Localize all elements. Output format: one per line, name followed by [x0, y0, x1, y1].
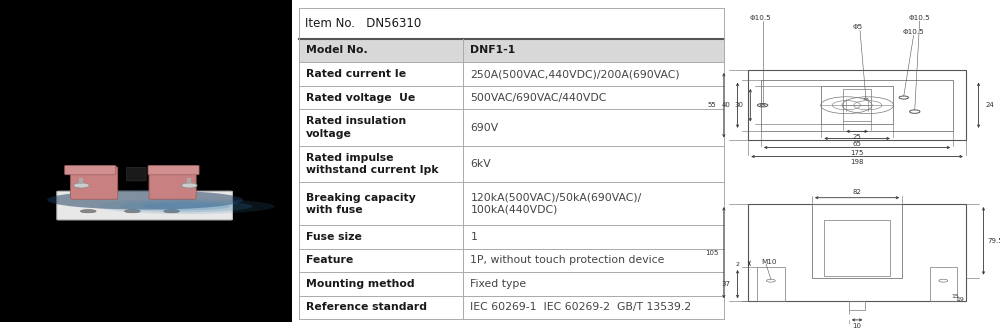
Bar	[187, 178, 191, 184]
Text: 24: 24	[986, 102, 995, 108]
Text: 1: 1	[470, 232, 477, 242]
Text: Mounting method: Mounting method	[306, 279, 415, 289]
Text: Rated impulse
withstand current Ipk: Rated impulse withstand current Ipk	[306, 153, 438, 175]
Text: 79.5: 79.5	[987, 238, 1000, 244]
Text: 6kV: 6kV	[470, 159, 491, 169]
Text: Feature: Feature	[306, 255, 353, 265]
Text: Fixed type: Fixed type	[470, 279, 527, 289]
Bar	[843, 89, 871, 121]
Ellipse shape	[47, 190, 243, 210]
Text: DNF1-1: DNF1-1	[470, 46, 516, 55]
Ellipse shape	[80, 210, 96, 213]
Text: 2: 2	[736, 262, 740, 267]
Text: Φ10.5: Φ10.5	[903, 29, 924, 35]
Text: 82: 82	[853, 189, 862, 195]
Text: IEC 60269-1  IEC 60269-2  GB/T 13539.2: IEC 60269-1 IEC 60269-2 GB/T 13539.2	[470, 302, 692, 313]
Bar	[824, 220, 890, 276]
Text: 40: 40	[721, 102, 730, 108]
FancyBboxPatch shape	[57, 191, 232, 220]
Text: Model No.: Model No.	[306, 46, 368, 55]
Circle shape	[181, 183, 197, 188]
Text: 15: 15	[951, 294, 959, 299]
Bar	[821, 86, 893, 124]
Ellipse shape	[142, 202, 230, 210]
Ellipse shape	[98, 199, 275, 214]
Text: 690V: 690V	[470, 123, 499, 133]
FancyBboxPatch shape	[127, 167, 146, 181]
Ellipse shape	[125, 210, 140, 213]
Text: M10: M10	[761, 259, 777, 265]
Text: 1P, without touch protection device: 1P, without touch protection device	[470, 255, 665, 265]
Bar	[812, 204, 902, 277]
Text: Rated insulation
voltage: Rated insulation voltage	[306, 116, 406, 139]
Text: 105: 105	[705, 250, 719, 256]
Bar	[930, 267, 957, 301]
Ellipse shape	[164, 210, 179, 213]
Text: 10: 10	[853, 323, 862, 328]
Text: 37: 37	[721, 281, 730, 287]
Text: 198: 198	[850, 159, 864, 165]
FancyBboxPatch shape	[148, 165, 199, 175]
Text: 250A(500VAC,440VDC)/200A(690VAC): 250A(500VAC,440VDC)/200A(690VAC)	[470, 69, 680, 79]
Bar	[757, 267, 785, 301]
Bar	[299, 39, 724, 62]
Text: Reference standard: Reference standard	[306, 302, 427, 313]
Text: 120kA(500VAC)/50kA(690VAC)/
100kA(440VDC): 120kA(500VAC)/50kA(690VAC)/ 100kA(440VDC…	[470, 193, 642, 215]
Text: 19: 19	[956, 297, 964, 302]
Text: 30: 30	[734, 102, 743, 108]
Circle shape	[74, 183, 89, 188]
Text: Fuse size: Fuse size	[306, 232, 362, 242]
FancyBboxPatch shape	[149, 167, 196, 199]
Text: Item No.   DN56310: Item No. DN56310	[305, 17, 421, 30]
Bar	[79, 178, 83, 184]
Text: Φ10.5: Φ10.5	[909, 15, 931, 21]
Text: 55: 55	[708, 102, 716, 108]
Text: 175: 175	[850, 150, 864, 156]
Text: Rated current Ie: Rated current Ie	[306, 69, 406, 79]
Text: Φ5: Φ5	[853, 24, 863, 31]
Text: 25: 25	[853, 134, 861, 140]
Text: Breaking capacity
with fuse: Breaking capacity with fuse	[306, 193, 416, 215]
Text: Rated voltage  Ue: Rated voltage Ue	[306, 92, 415, 103]
Text: 500VAC/690VAC/440VDC: 500VAC/690VAC/440VDC	[470, 92, 607, 103]
Bar	[849, 301, 865, 310]
FancyBboxPatch shape	[65, 165, 116, 175]
Ellipse shape	[120, 200, 253, 212]
FancyBboxPatch shape	[71, 167, 118, 199]
Text: Φ10.5: Φ10.5	[750, 15, 772, 21]
Text: 65: 65	[853, 141, 862, 147]
